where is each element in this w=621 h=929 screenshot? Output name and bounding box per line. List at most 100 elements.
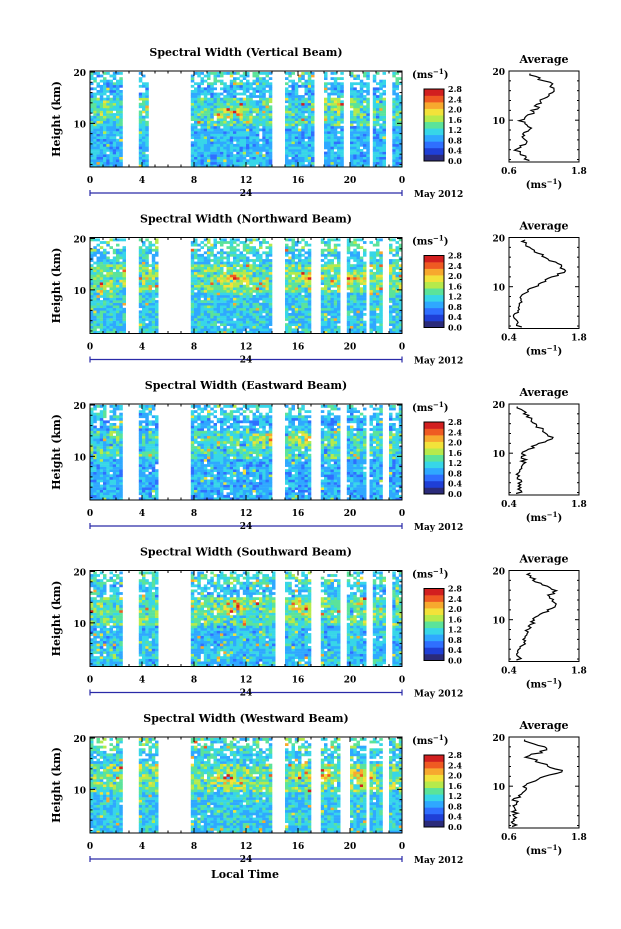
heatmap-cell	[119, 302, 123, 306]
heatmap-cell	[307, 313, 312, 316]
heatmap-cell	[262, 161, 266, 165]
heatmap-cell	[106, 164, 110, 168]
x-tick-label: 4	[139, 176, 145, 186]
heatmap-cell	[265, 125, 269, 129]
heatmap-cell	[353, 328, 357, 332]
heatmap-cell	[233, 238, 237, 242]
heatmap-cell	[236, 97, 240, 101]
heatmap-cell	[93, 474, 97, 478]
heatmap-cell	[93, 159, 97, 163]
heatmap-cell	[103, 123, 107, 127]
heatmap-cell	[359, 274, 364, 278]
heatmap-cell	[200, 143, 204, 147]
heatmap-cell	[327, 302, 331, 306]
heatmap-cell	[229, 156, 234, 160]
heatmap-cell	[262, 128, 266, 132]
heatmap-cell	[353, 305, 357, 309]
heatmap-cell	[116, 297, 120, 301]
heatmap-cell	[116, 72, 120, 75]
heatmap-cell	[138, 318, 143, 321]
heatmap-cell	[229, 274, 234, 278]
x-tick-label: 12	[240, 343, 253, 353]
heatmap-cell	[194, 287, 198, 291]
heatmap-cell	[340, 141, 344, 145]
heatmap-cell	[210, 72, 214, 75]
heatmap-cell	[229, 110, 234, 114]
heatmap-cell	[363, 269, 367, 273]
heatmap-cell	[255, 141, 260, 145]
heatmap-cell	[252, 251, 256, 255]
heatmap-cell	[210, 271, 214, 275]
heatmap-cell	[398, 305, 403, 309]
heatmap-cell	[259, 313, 263, 316]
heatmap-cell	[259, 79, 263, 83]
heatmap-cell	[213, 261, 217, 265]
heatmap-cell	[210, 246, 214, 249]
heatmap-cell	[197, 243, 201, 247]
heatmap-cell	[242, 108, 247, 111]
x-tick-label: 16	[292, 176, 305, 186]
heatmap-cell	[249, 274, 253, 278]
heatmap-cell	[327, 102, 331, 106]
heatmap-cell	[291, 159, 295, 163]
heatmap-cell	[203, 87, 208, 91]
heatmap-cell	[301, 123, 305, 127]
heatmap-cell	[122, 328, 126, 332]
heatmap-cell	[350, 266, 354, 270]
heatmap-cell	[203, 313, 208, 316]
heatmap-cell	[99, 115, 104, 119]
heatmap-cell	[122, 315, 126, 319]
heatmap-cell	[392, 120, 396, 124]
heatmap-cell	[382, 123, 386, 127]
heatmap-cell	[320, 315, 325, 319]
heatmap-cell	[327, 110, 331, 114]
heatmap-cell	[194, 159, 198, 163]
heatmap-cell	[229, 241, 234, 244]
heatmap-cell	[311, 97, 315, 101]
heatmap-cell	[223, 161, 227, 165]
heatmap-cell	[285, 156, 289, 160]
heatmap-cell	[96, 461, 100, 465]
heatmap-cell	[265, 279, 269, 283]
heatmap-cell	[210, 284, 214, 288]
heatmap-cell	[216, 305, 221, 309]
heatmap-cell	[333, 284, 338, 288]
heatmap-cell	[307, 131, 312, 134]
heatmap-cell	[226, 289, 230, 293]
heatmap-cell	[93, 136, 97, 139]
heatmap-cell	[376, 72, 380, 75]
heatmap-cell	[307, 274, 312, 278]
heatmap-cell	[291, 256, 295, 260]
heatmap-cell	[259, 95, 263, 98]
heatmap-cell	[330, 141, 334, 145]
heatmap-cell	[119, 261, 123, 265]
heatmap-cell	[116, 325, 120, 329]
heatmap-cell	[259, 261, 263, 265]
heatmap-cell	[376, 128, 380, 132]
heatmap-cell	[223, 102, 227, 106]
heatmap-cell	[106, 433, 110, 437]
heatmap-cell	[106, 123, 110, 127]
heatmap-cell	[350, 307, 354, 311]
heatmap-cell	[307, 266, 312, 270]
heatmap-cell	[93, 430, 97, 434]
heatmap-cell	[109, 128, 113, 132]
heatmap-cell	[379, 136, 383, 139]
heatmap-cell	[155, 279, 159, 283]
heatmap-cell	[395, 295, 399, 298]
heatmap-cell	[307, 305, 312, 309]
heatmap-cell	[294, 277, 299, 280]
heatmap-cell	[301, 151, 305, 155]
heatmap-cell	[106, 105, 110, 109]
heatmap-cell	[106, 300, 110, 303]
heatmap-cell	[350, 136, 354, 139]
heatmap-cell	[207, 271, 211, 275]
heatmap-cell	[285, 292, 289, 296]
heatmap-cell	[103, 118, 107, 121]
heatmap-cell	[372, 266, 377, 270]
heatmap-cell	[109, 100, 113, 104]
heatmap-cell	[106, 282, 110, 285]
heatmap-cell	[216, 92, 221, 96]
heatmap-cell	[109, 102, 113, 106]
heatmap-cell	[337, 105, 341, 109]
